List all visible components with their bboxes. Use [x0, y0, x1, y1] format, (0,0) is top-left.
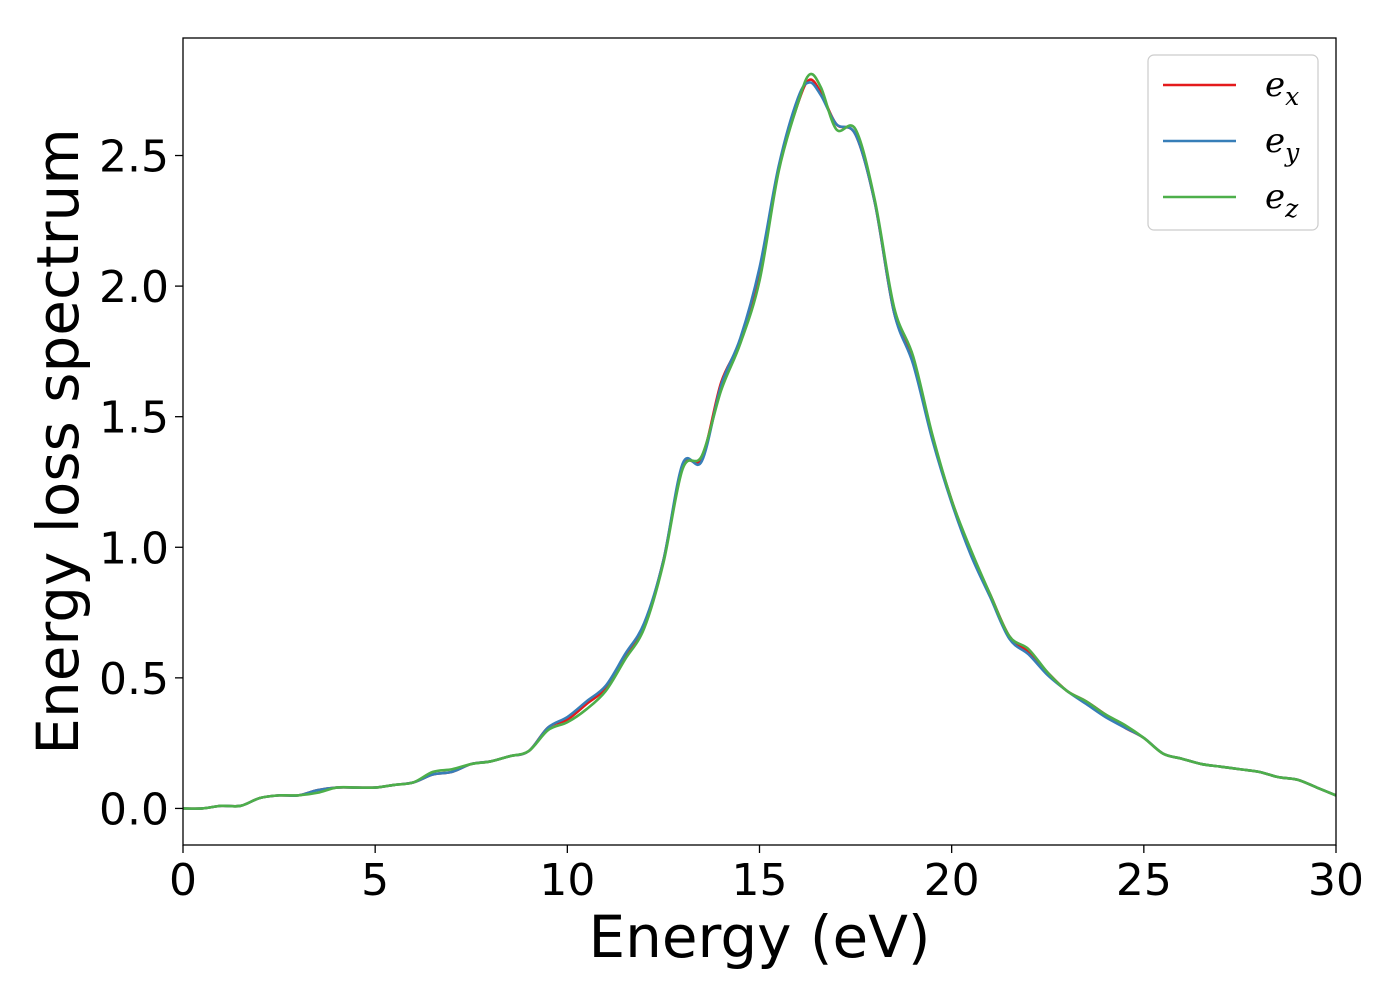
x-tick-label: 5 [361, 855, 389, 906]
y-axis-label: Energy loss spectrum [24, 128, 92, 754]
legend-entry-y: ey [1265, 121, 1300, 167]
y-tick-label: 1.0 [99, 523, 169, 574]
x-tick-label: 20 [924, 855, 980, 906]
legend-box [1147, 54, 1319, 231]
x-tick-label: 25 [1116, 855, 1172, 906]
ticks-layer: 0 5 10 15 20 25 30 0.0 0.5 1.0 1.5 2.0 2.5 [99, 132, 1364, 906]
x-tick-label: 10 [539, 855, 595, 906]
series-layer [183, 72, 1336, 810]
legend-entry-z: ez [1265, 177, 1299, 223]
y-tick-label: 0.0 [99, 784, 169, 835]
legend: ex ey ez [1147, 54, 1319, 231]
x-tick-label: 15 [732, 855, 788, 906]
x-axis-label: Energy (eV) [588, 903, 930, 971]
y-tick-label: 2.0 [99, 262, 169, 313]
x-tick-label: 0 [169, 855, 197, 906]
y-tick-label: 1.5 [99, 393, 169, 444]
y-tick-label: 2.5 [99, 132, 169, 183]
x-tick-label: 30 [1308, 855, 1364, 906]
legend-entry-x: ex [1265, 65, 1299, 111]
series-line-z [183, 72, 1336, 810]
y-tick-label: 0.5 [99, 654, 169, 705]
